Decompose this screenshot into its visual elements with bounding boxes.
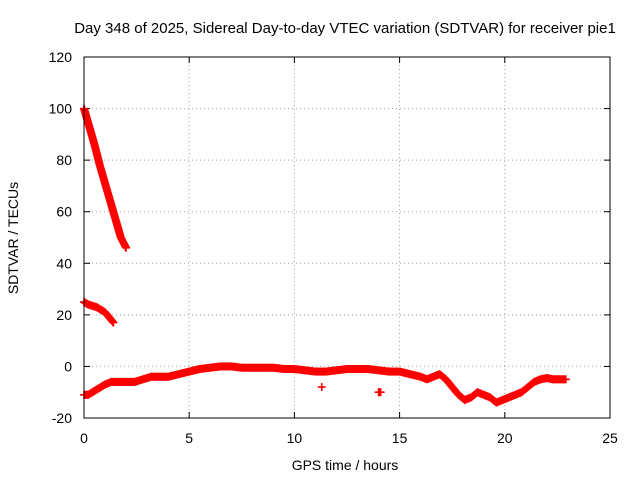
x-tick-label: 20 bbox=[497, 430, 513, 446]
isolated-points bbox=[317, 383, 385, 397]
x-tick-label: 25 bbox=[602, 430, 618, 446]
data-point bbox=[561, 375, 570, 384]
y-tick-label: 100 bbox=[49, 101, 73, 117]
grid bbox=[84, 57, 610, 418]
data-point bbox=[122, 243, 131, 252]
axis-ticks: 0 5 10 15 20 25 -20 0 20 40 60 80 100 120 bbox=[49, 49, 618, 446]
plot-frame bbox=[83, 56, 611, 419]
data-point bbox=[317, 383, 326, 392]
x-tick-label: 0 bbox=[80, 430, 88, 446]
mid-decline-trace bbox=[80, 297, 118, 327]
x-tick-label: 10 bbox=[287, 430, 303, 446]
x-axis-label: GPS time / hours bbox=[292, 457, 399, 473]
chart-title: Day 348 of 2025, Sidereal Day-to-day VTE… bbox=[74, 20, 616, 37]
data-points bbox=[80, 104, 570, 407]
y-tick-label: 20 bbox=[56, 307, 72, 323]
x-tick-label: 15 bbox=[392, 430, 408, 446]
data-point bbox=[376, 388, 385, 397]
y-tick-label: 0 bbox=[64, 358, 72, 374]
y-axis-label: SDTVAR / TECUs bbox=[5, 182, 21, 294]
steep-decline-trace bbox=[80, 104, 131, 252]
y-tick-label: 60 bbox=[56, 204, 72, 220]
y-tick-label: -20 bbox=[52, 410, 72, 426]
y-tick-label: 40 bbox=[56, 255, 72, 271]
main-trace bbox=[80, 362, 570, 407]
x-tick-label: 5 bbox=[185, 430, 193, 446]
y-tick-label: 80 bbox=[56, 152, 72, 168]
data-point bbox=[109, 318, 118, 327]
y-tick-label: 120 bbox=[49, 49, 73, 65]
